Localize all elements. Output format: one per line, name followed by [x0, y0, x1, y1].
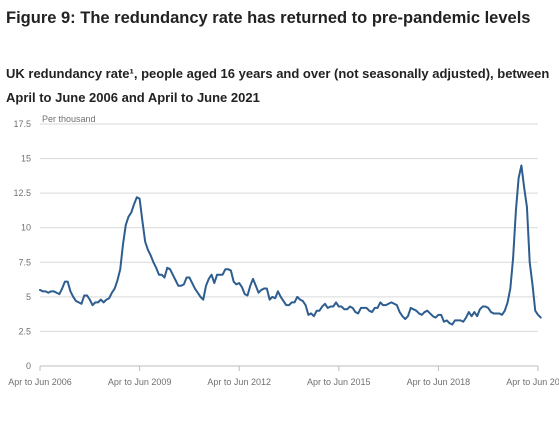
y-tick-label: 17.5: [13, 119, 31, 129]
figure-subtitle: UK redundancy rate¹, people aged 16 year…: [6, 66, 550, 105]
series-line-redundancy-rate: [39, 164, 542, 326]
y-axis-tick-labels: 0 2.5 5 7.5 10 12.5 15 17.5: [13, 119, 31, 371]
figure-title: Figure 9: The redundancy rate has return…: [6, 9, 531, 27]
y-tick-label: 5: [26, 292, 31, 302]
y-tick-label: 7.5: [18, 257, 31, 267]
x-tick-label: Apr to Jun 2009: [108, 377, 172, 387]
y-tick-label: 0: [26, 361, 31, 371]
x-tick-label: Apr to Jun 2006: [8, 377, 72, 387]
y-axis-unit-label: Per thousand: [42, 114, 96, 124]
x-tick-label: Apr to Jun 2018: [407, 377, 471, 387]
y-tick-label: 2.5: [18, 326, 31, 336]
y-tick-label: 12.5: [13, 188, 31, 198]
x-tick-label: Apr to Jun 2015: [307, 377, 371, 387]
gridlines: [40, 123, 538, 367]
y-tick-label: 15: [21, 154, 31, 164]
x-tick-label: Apr to Jun 2012: [207, 377, 271, 387]
x-tick-label: Apr to Jun 2021: [506, 377, 559, 387]
y-tick-label: 10: [21, 223, 31, 233]
x-axis: Apr to Jun 2006 Apr to Jun 2009 Apr to Jun…: [8, 366, 559, 387]
series-layer: [39, 164, 542, 326]
line-chart: 0 2.5 5 7.5 10 12.5 15 17.5 Per thousand Apr to…: [8, 114, 559, 387]
